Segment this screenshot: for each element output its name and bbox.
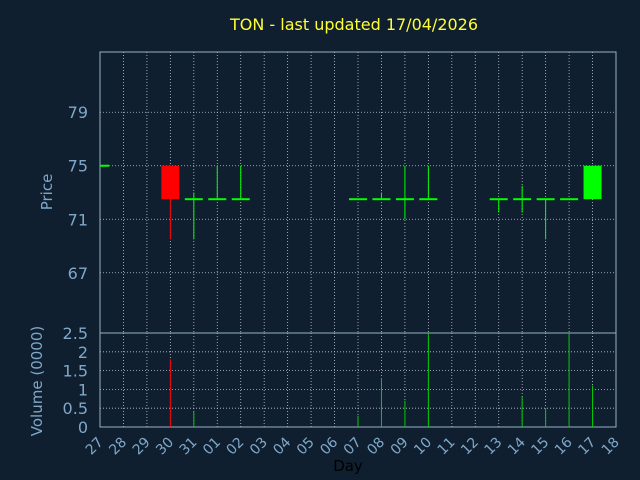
candle-body	[536, 198, 555, 201]
volume-tick-label: 0.5	[63, 399, 88, 418]
price-grid	[100, 52, 616, 333]
x-tick-labels: 27 28 29 30 31 01 02 03 04 05 06 07 08 09 10 11 12 13 14 15…	[83, 434, 623, 458]
price-tick-label: 75	[68, 157, 88, 176]
candle	[513, 185, 532, 213]
x-tick-label: 04	[270, 434, 294, 458]
candle-body	[184, 198, 203, 201]
candle	[208, 165, 227, 201]
x-tick-label: 27	[83, 434, 107, 458]
x-tick-label: 13	[482, 434, 506, 458]
x-tick-label: 10	[411, 434, 435, 458]
volume-tick-label: 1.5	[63, 362, 88, 381]
x-tick-label: 06	[317, 434, 341, 458]
x-tick-label: 15	[528, 434, 552, 458]
candle	[161, 165, 180, 240]
x-tick-label: 08	[364, 434, 388, 458]
candle-body	[513, 198, 532, 201]
chart-title: TON - last updated 17/04/2026	[229, 15, 478, 34]
x-tick-label: 30	[153, 434, 177, 458]
x-tick-label: 03	[247, 434, 271, 458]
price-axis-label: Price	[38, 174, 56, 211]
price-tick-label: 79	[68, 103, 88, 122]
volume-tick-label: 0	[78, 418, 88, 437]
x-tick-label: 14	[505, 434, 529, 458]
x-tick-label: 31	[177, 434, 201, 458]
candle-body	[231, 198, 250, 201]
candle	[583, 165, 602, 200]
x-tick-label: 09	[388, 434, 412, 458]
candle	[349, 198, 367, 201]
candle	[536, 198, 555, 240]
price-tick-label: 67	[68, 264, 88, 283]
candle-body	[395, 198, 414, 201]
candle-body	[161, 165, 180, 200]
x-tick-label: 11	[435, 434, 459, 458]
volume-bars-layer	[169, 333, 594, 427]
volume-grid	[100, 333, 616, 427]
x-tick-label: 05	[294, 434, 318, 458]
candle-body	[583, 165, 602, 200]
x-tick-label: 29	[130, 434, 154, 458]
candle	[419, 165, 438, 201]
candle-body	[100, 164, 109, 167]
x-tick-label: 02	[224, 434, 248, 458]
candle-body	[372, 198, 391, 201]
volume-tick-label: 2	[78, 343, 88, 362]
volume-tick-label: 1	[78, 380, 88, 399]
x-axis-label: Day	[333, 457, 363, 475]
candle-body	[419, 198, 438, 201]
candle	[100, 164, 109, 167]
price-tick-label: 71	[68, 210, 88, 229]
candle-body	[208, 198, 227, 201]
candle-body	[560, 198, 579, 201]
candle-body	[349, 198, 367, 201]
candle	[372, 192, 391, 201]
x-tick-label: 16	[552, 434, 576, 458]
x-tick-label: 28	[106, 434, 130, 458]
candles-layer	[100, 164, 602, 240]
candle	[184, 192, 203, 240]
volume-panel-frame	[99, 332, 617, 428]
candle-body	[489, 198, 508, 201]
volume-tick-label: 2.5	[63, 324, 88, 343]
candle	[489, 198, 508, 213]
x-tick-label: 17	[575, 434, 599, 458]
candle	[560, 198, 579, 201]
x-tick-label: 12	[458, 434, 482, 458]
volume-axis-label: Volume (0000)	[28, 326, 46, 436]
candle	[231, 165, 250, 201]
x-tick-label: 07	[341, 434, 365, 458]
candle	[395, 165, 414, 220]
volume-y-tick-labels: 00.511.522.5	[63, 324, 88, 437]
x-tick-label: 01	[200, 434, 224, 458]
x-tick-label: 18	[599, 434, 623, 458]
price-y-tick-labels: 67 71 75 79	[68, 103, 88, 283]
